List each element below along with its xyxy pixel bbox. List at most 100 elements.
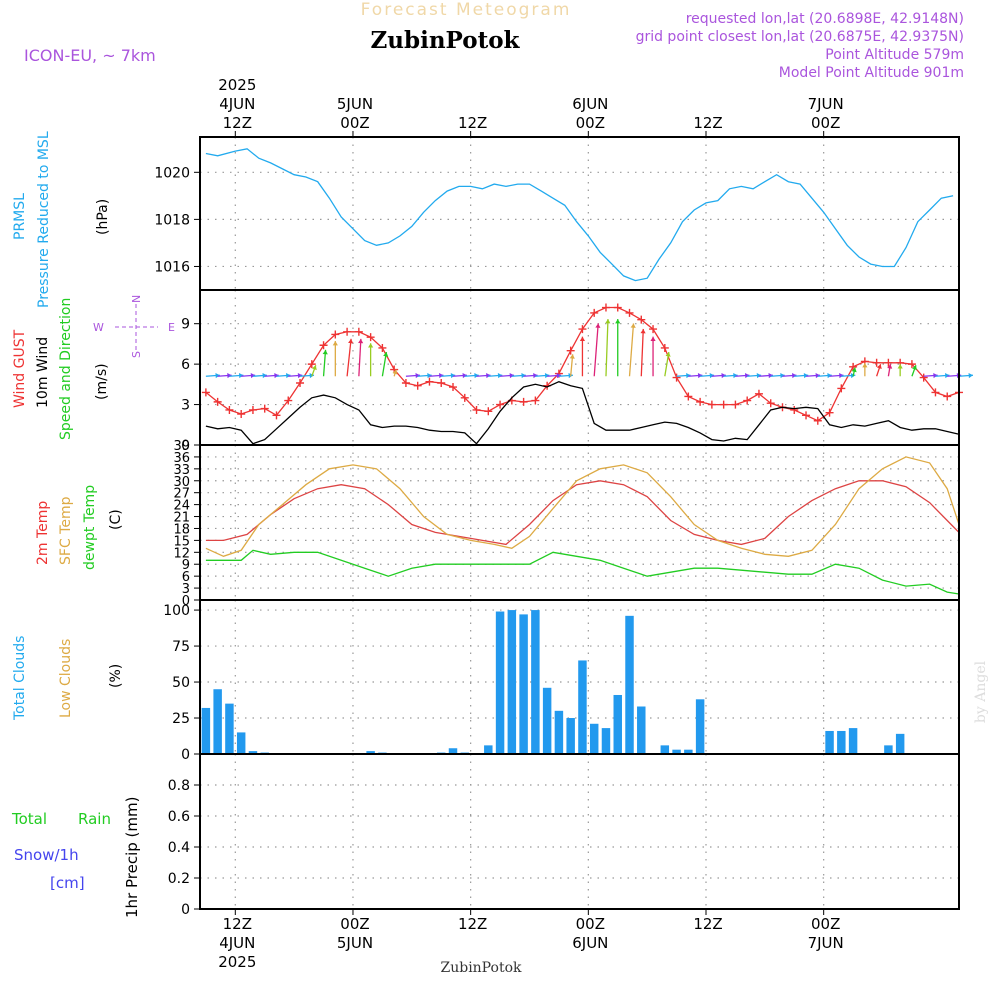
model-label: ICON-EU, ~ 7km: [24, 46, 156, 65]
gust-point: [696, 397, 705, 406]
cloud-bar: [495, 611, 505, 754]
y-tick-label: 21: [173, 511, 190, 526]
wind-arrow: [628, 323, 635, 377]
wind-arrow-head: [533, 372, 538, 379]
pressure-description-label: Pressure Reduced to MSL: [36, 131, 52, 308]
time-label-top: 7JUN: [808, 95, 844, 113]
gust-point: [366, 333, 375, 342]
requested-coordinates: requested lon,lat (20.6898E, 42.9148N): [686, 11, 964, 27]
gust-point: [825, 408, 834, 417]
wind-arrow-head: [556, 372, 562, 379]
compass-rose-icon: N W E S: [93, 295, 175, 358]
cloud-bar: [884, 745, 893, 754]
cloud-bar: [248, 751, 258, 754]
gust-point: [731, 400, 740, 409]
wind-arrow-head: [274, 372, 279, 379]
wind-arrow-head: [721, 372, 726, 379]
cloud-bar: [484, 745, 493, 754]
wind-arrow-head: [462, 372, 467, 379]
temp-sfc-label: SFC Temp: [58, 496, 74, 565]
wind-arrow-head: [686, 372, 691, 379]
wind-arrow-head: [311, 365, 317, 371]
gust-point: [590, 308, 599, 317]
cloud-bar: [213, 689, 222, 754]
wind-arrow-head: [605, 319, 611, 324]
wind-arrow-head: [297, 372, 303, 379]
gust-point: [884, 358, 893, 367]
wind-arrow: [640, 328, 644, 377]
gust-point: [413, 381, 422, 390]
gust-point: [225, 405, 234, 414]
data-layer: [200, 148, 974, 910]
y-tick-label: 0.8: [168, 778, 190, 794]
wind-arrow-head: [509, 372, 515, 379]
cloud-bar: [672, 749, 681, 754]
time-label-bottom: 00Z: [340, 915, 369, 933]
gust-point: [613, 303, 622, 312]
cloud-bar: [637, 706, 646, 754]
wind-arrow-head: [756, 372, 762, 379]
wind-arrow-head: [815, 372, 821, 379]
time-label-top: 5JUN: [337, 95, 373, 113]
model-altitude: Model Point Altitude 901m: [779, 65, 964, 81]
wind-arrow-head: [803, 372, 809, 379]
gust-point: [248, 405, 257, 414]
wind-arrow-head: [332, 341, 338, 346]
wind-gust-label: Wind GUST: [12, 329, 28, 408]
wind-arrow-head: [665, 352, 671, 357]
gust-point: [943, 392, 952, 401]
wind-arrow-head: [640, 328, 646, 334]
time-label-bottom: 7JUN: [808, 934, 844, 952]
precip-snow-unit-label: [cm]: [50, 874, 85, 892]
wind-arrow: [605, 319, 609, 377]
y-tick-label: 0: [182, 594, 190, 609]
y-tick-label: 6: [182, 570, 190, 585]
gust-point: [849, 362, 858, 371]
gust-point: [625, 308, 634, 317]
y-tick-label: 0: [181, 747, 190, 763]
wind-arrow-head: [383, 352, 389, 357]
gust-point: [601, 303, 610, 312]
wind-arrow-head: [262, 372, 267, 379]
cloud-bar: [895, 733, 905, 754]
y-tick-label: 1020: [154, 165, 190, 181]
time-label-bottom: 12Z: [693, 915, 722, 933]
cloud-bar: [448, 748, 458, 754]
compass-west: W: [93, 321, 104, 334]
y-tick-label: 15: [173, 534, 190, 549]
gust-point: [578, 325, 587, 334]
gust-point: [802, 411, 811, 420]
wind-arrow-head: [897, 364, 903, 369]
time-label-bottom: 6JUN: [572, 934, 608, 952]
frame-layer: [199, 136, 960, 910]
cloud-bar: [531, 610, 540, 754]
y-tick-label: 36: [173, 451, 190, 466]
wind-arrow-head: [358, 338, 364, 344]
wind-arrow-head: [250, 372, 256, 379]
wind-arrow: [346, 338, 352, 377]
gust-point: [296, 379, 305, 387]
gust-point: [260, 404, 269, 413]
gust-point: [343, 327, 352, 336]
time-label-bottom: 5JUN: [337, 934, 373, 952]
gust-point: [707, 400, 716, 409]
gust-point: [237, 410, 246, 418]
wind-arrow-head: [544, 372, 550, 379]
y-tick-label: 0.4: [168, 840, 190, 856]
wind-arrow-head: [968, 372, 973, 379]
cloud-bar: [225, 703, 234, 754]
gust-point: [272, 411, 281, 420]
cloud-bar: [695, 699, 705, 754]
cloud-bar: [578, 660, 587, 754]
wind-arrow-head: [615, 319, 621, 324]
time-label-top: 12Z: [458, 114, 487, 132]
time-label-bottom: 12Z: [458, 915, 487, 933]
forecast-title: Forecast Meteogram: [361, 0, 572, 20]
gust-point: [531, 396, 540, 405]
gust-point: [766, 399, 775, 408]
gust-point: [837, 384, 846, 393]
time-label-top: 6JUN: [572, 95, 608, 113]
gust-point: [872, 358, 881, 367]
y-tick-label: 1018: [154, 212, 190, 228]
wind-arrow-head: [876, 364, 882, 370]
